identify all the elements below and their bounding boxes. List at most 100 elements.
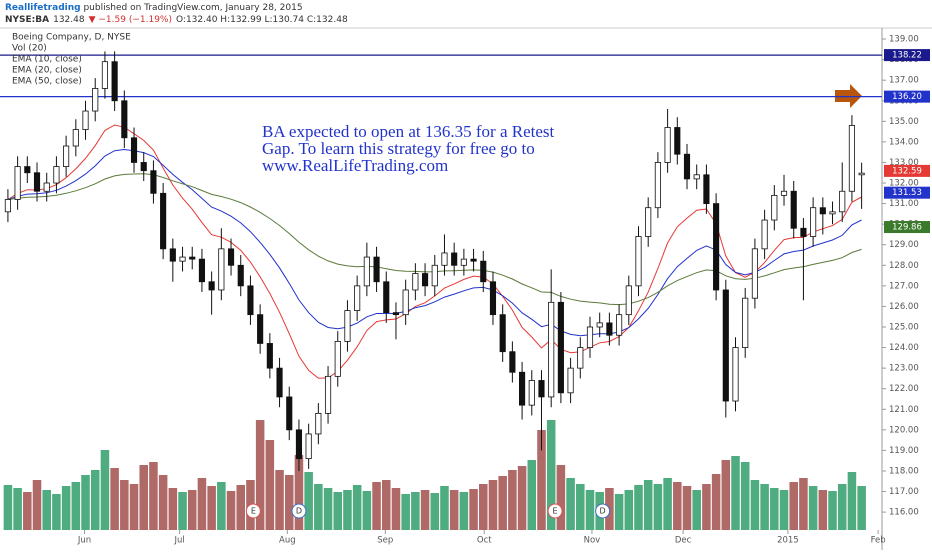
price-label: 132.59	[892, 166, 922, 176]
candle-body	[257, 314, 264, 344]
volume-bar	[129, 484, 139, 530]
y-tick-label: 134.00	[889, 137, 919, 147]
volume-bar	[624, 490, 634, 530]
candle-body	[751, 248, 758, 299]
candle-body	[829, 211, 836, 215]
y-tick-label: 131.00	[889, 199, 919, 209]
candle-body	[179, 256, 186, 262]
candle-body	[344, 310, 351, 342]
candle-body	[489, 281, 497, 316]
candle-body	[276, 367, 283, 398]
candle-body	[577, 347, 584, 369]
y-tick-label: 133.00	[889, 158, 919, 168]
volume-bar	[197, 478, 207, 530]
y-tick-label: 119.00	[889, 446, 919, 456]
symbol: NYSE:BA	[5, 15, 49, 25]
y-tick-label: 127.00	[889, 281, 919, 291]
volume-bar	[294, 455, 304, 530]
volume-bar	[265, 440, 275, 530]
candle-body	[635, 236, 642, 287]
volume-bar	[770, 488, 779, 530]
candle-body	[480, 260, 487, 283]
y-tick-label: 125.00	[889, 322, 919, 332]
volume-bar	[731, 456, 740, 530]
price-label-box	[884, 186, 930, 199]
price-label: 138.22	[892, 51, 922, 61]
volume-bar	[576, 484, 585, 530]
price-label-box	[884, 164, 930, 177]
x-tick-label: Feb	[871, 536, 886, 546]
last: 132.48	[53, 15, 85, 25]
event-label: E	[251, 507, 256, 516]
volume-bar	[23, 492, 32, 530]
y-tick-label: 132.00	[889, 179, 919, 189]
candle-body	[819, 207, 826, 215]
volume-bar	[255, 420, 265, 530]
candle-body	[82, 110, 89, 130]
x-tick-label: 2015	[777, 536, 799, 546]
candle-body	[208, 281, 215, 291]
volume-bar	[430, 493, 440, 530]
candle-body	[218, 248, 225, 291]
volume-bar	[52, 494, 61, 530]
x-tick-label: Jul	[173, 536, 184, 546]
volume-bar	[789, 482, 798, 530]
y-tick-label: 137.00	[889, 76, 919, 86]
ohlc: O:132.40 H:132.99 L:130.74 C:132.48	[176, 15, 348, 25]
volume-bar	[818, 490, 828, 530]
volume-bar	[779, 490, 789, 530]
y-tick-label: 139.00	[889, 35, 919, 45]
x-tick-label: Jun	[77, 536, 91, 546]
candle-body	[567, 367, 574, 394]
candle-body	[53, 166, 60, 184]
volume-bar	[702, 484, 711, 530]
volume-bar	[81, 475, 90, 530]
volume-bar	[381, 480, 391, 530]
volume-bar	[808, 486, 818, 530]
volume-bar	[90, 470, 100, 530]
candle-body	[586, 326, 594, 348]
chart-title: Boeing Company, D, NYSE	[12, 33, 131, 43]
y-tick-label: 118.00	[889, 466, 919, 476]
price-label: 129.86	[892, 223, 922, 233]
price-label-box	[884, 90, 930, 103]
volume-bar	[546, 420, 556, 530]
volume-bar	[479, 484, 488, 530]
candle-body	[722, 289, 729, 402]
candle-body	[412, 273, 419, 291]
header-line: Reallifetrading published on TradingView…	[5, 3, 303, 13]
volume-bar	[799, 478, 808, 530]
volume-bar	[469, 489, 478, 530]
candle-body	[625, 285, 632, 316]
volume-bar	[527, 460, 537, 530]
y-tick-label: 122.00	[889, 384, 919, 394]
quote-line: NYSE:BA 132.48 ▼ −1.59 (−1.19%) O:132.40 H:…	[5, 15, 348, 25]
volume-bar	[653, 484, 663, 530]
candle-body	[160, 192, 167, 250]
volume-bar	[488, 480, 498, 530]
volume-bar	[32, 480, 42, 530]
author[interactable]: Reallifetrading	[5, 3, 81, 13]
volume-bar	[226, 491, 236, 530]
candle-body	[732, 347, 739, 402]
candle-body	[742, 297, 749, 348]
candle-body	[383, 281, 390, 313]
candle-body	[451, 252, 458, 266]
candle-body	[101, 61, 108, 89]
annotation: www.RealLifeTrading.com	[262, 156, 448, 175]
price-label: 131.53	[892, 188, 922, 198]
volume-bar	[362, 491, 372, 530]
candle-body	[237, 264, 244, 287]
candle-body	[24, 166, 31, 174]
candle-body	[771, 194, 778, 221]
legend-entry: EMA (20, close)	[12, 66, 82, 76]
volume-bar	[537, 430, 546, 530]
candle-body	[198, 258, 206, 283]
candle-body	[402, 289, 409, 316]
candle-body	[557, 301, 564, 394]
change: ▼ −1.59 (−1.19%)	[89, 15, 172, 25]
candle-body	[616, 314, 623, 336]
event-label: E	[553, 507, 558, 516]
legend-entry: EMA (10, close)	[12, 55, 82, 65]
